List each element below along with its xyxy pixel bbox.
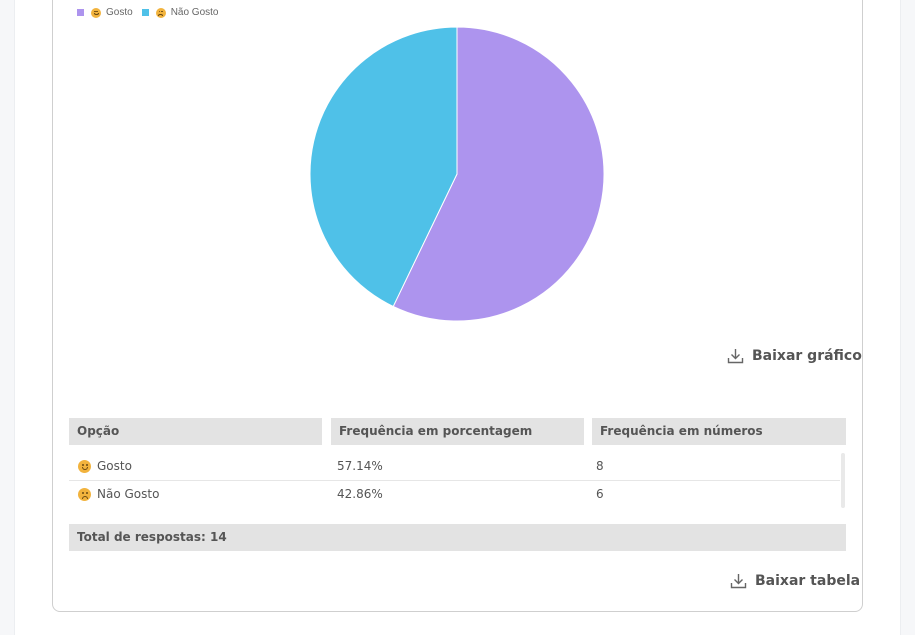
pie-slice-gosto[interactable]: [392, 26, 605, 322]
total-responses: Total de respostas: 14: [69, 524, 846, 551]
option-label: Não Gosto: [97, 487, 160, 501]
count-cell: 8: [596, 459, 604, 473]
frowning-face-icon: [78, 487, 91, 501]
legend-item-nao-gosto[interactable]: Não Gosto: [141, 7, 219, 18]
chart-legend: Gosto Não Gosto: [77, 7, 228, 18]
table-body: Gosto 57.14% 8 Não Gosto 42.86% 6: [69, 453, 840, 509]
table-header: Opção Frequência em porcentagem Frequênc…: [69, 418, 846, 445]
frowning-face-icon: [155, 7, 166, 18]
column-header-percent: Frequência em porcentagem: [331, 418, 584, 445]
percent-cell: 57.14%: [337, 459, 383, 473]
smiling-face-icon: [91, 7, 101, 18]
percent-cell: 42.86%: [337, 487, 383, 501]
column-header-count: Frequência em números: [592, 418, 846, 445]
column-header-option: Opção: [69, 418, 322, 445]
legend-item-gosto[interactable]: Gosto: [77, 7, 133, 18]
option-cell: Gosto: [78, 459, 132, 473]
table-row: Gosto 57.14% 8: [69, 453, 840, 481]
legend-label: Não Gosto: [170, 7, 219, 18]
legend-swatch: [141, 9, 149, 16]
pie-slice-n-o-gosto[interactable]: [309, 26, 458, 308]
legend-swatch: [77, 9, 84, 16]
download-icon: [727, 349, 744, 364]
pie-chart: [309, 26, 605, 322]
download-icon: [730, 574, 747, 589]
download-table-button[interactable]: Baixar tabela: [730, 573, 860, 589]
table-scrollbar[interactable]: [841, 453, 845, 508]
option-label: Gosto: [97, 459, 132, 473]
download-chart-button[interactable]: Baixar gráfico: [727, 348, 862, 364]
legend-label: Gosto: [106, 7, 133, 18]
option-cell: Não Gosto: [78, 487, 159, 501]
count-cell: 6: [596, 487, 604, 501]
download-table-label: Baixar tabela: [755, 573, 861, 589]
smiling-face-icon: [78, 459, 91, 473]
table-row: Não Gosto 42.86% 6: [69, 481, 840, 509]
download-chart-label: Baixar gráfico: [752, 348, 862, 364]
